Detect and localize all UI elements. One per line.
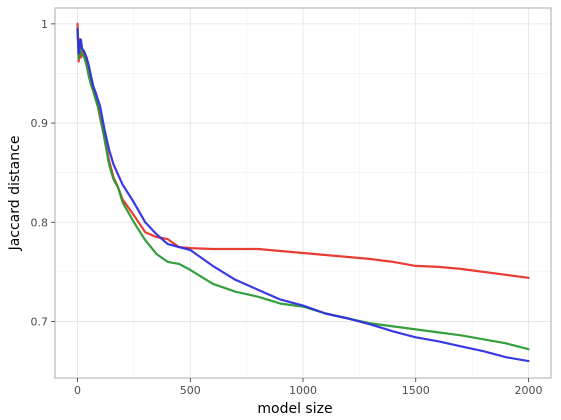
series-layer [76, 22, 530, 363]
series-line-3 [76, 27, 530, 363]
series-line-2 [76, 27, 530, 351]
x-tick-label: 2000 [514, 384, 542, 397]
x-tick-label: 1000 [289, 384, 317, 397]
x-tick-label: 0 [74, 384, 81, 397]
x-axis-title: model size [257, 401, 332, 417]
y-tick-label: 0.7 [31, 315, 49, 328]
y-tick-label: 0.8 [31, 216, 49, 229]
y-axis-title: Jaccard distance [7, 136, 23, 252]
y-tick-label: 1 [41, 18, 48, 31]
x-tick-label: 500 [180, 384, 201, 397]
tick-layer: 0 500 1000 1500 2000 0.7 0.8 0.9 1 [31, 18, 543, 397]
y-tick-label: 0.9 [31, 117, 49, 130]
x-tick-label: 1500 [402, 384, 430, 397]
grid-layer [55, 8, 551, 378]
